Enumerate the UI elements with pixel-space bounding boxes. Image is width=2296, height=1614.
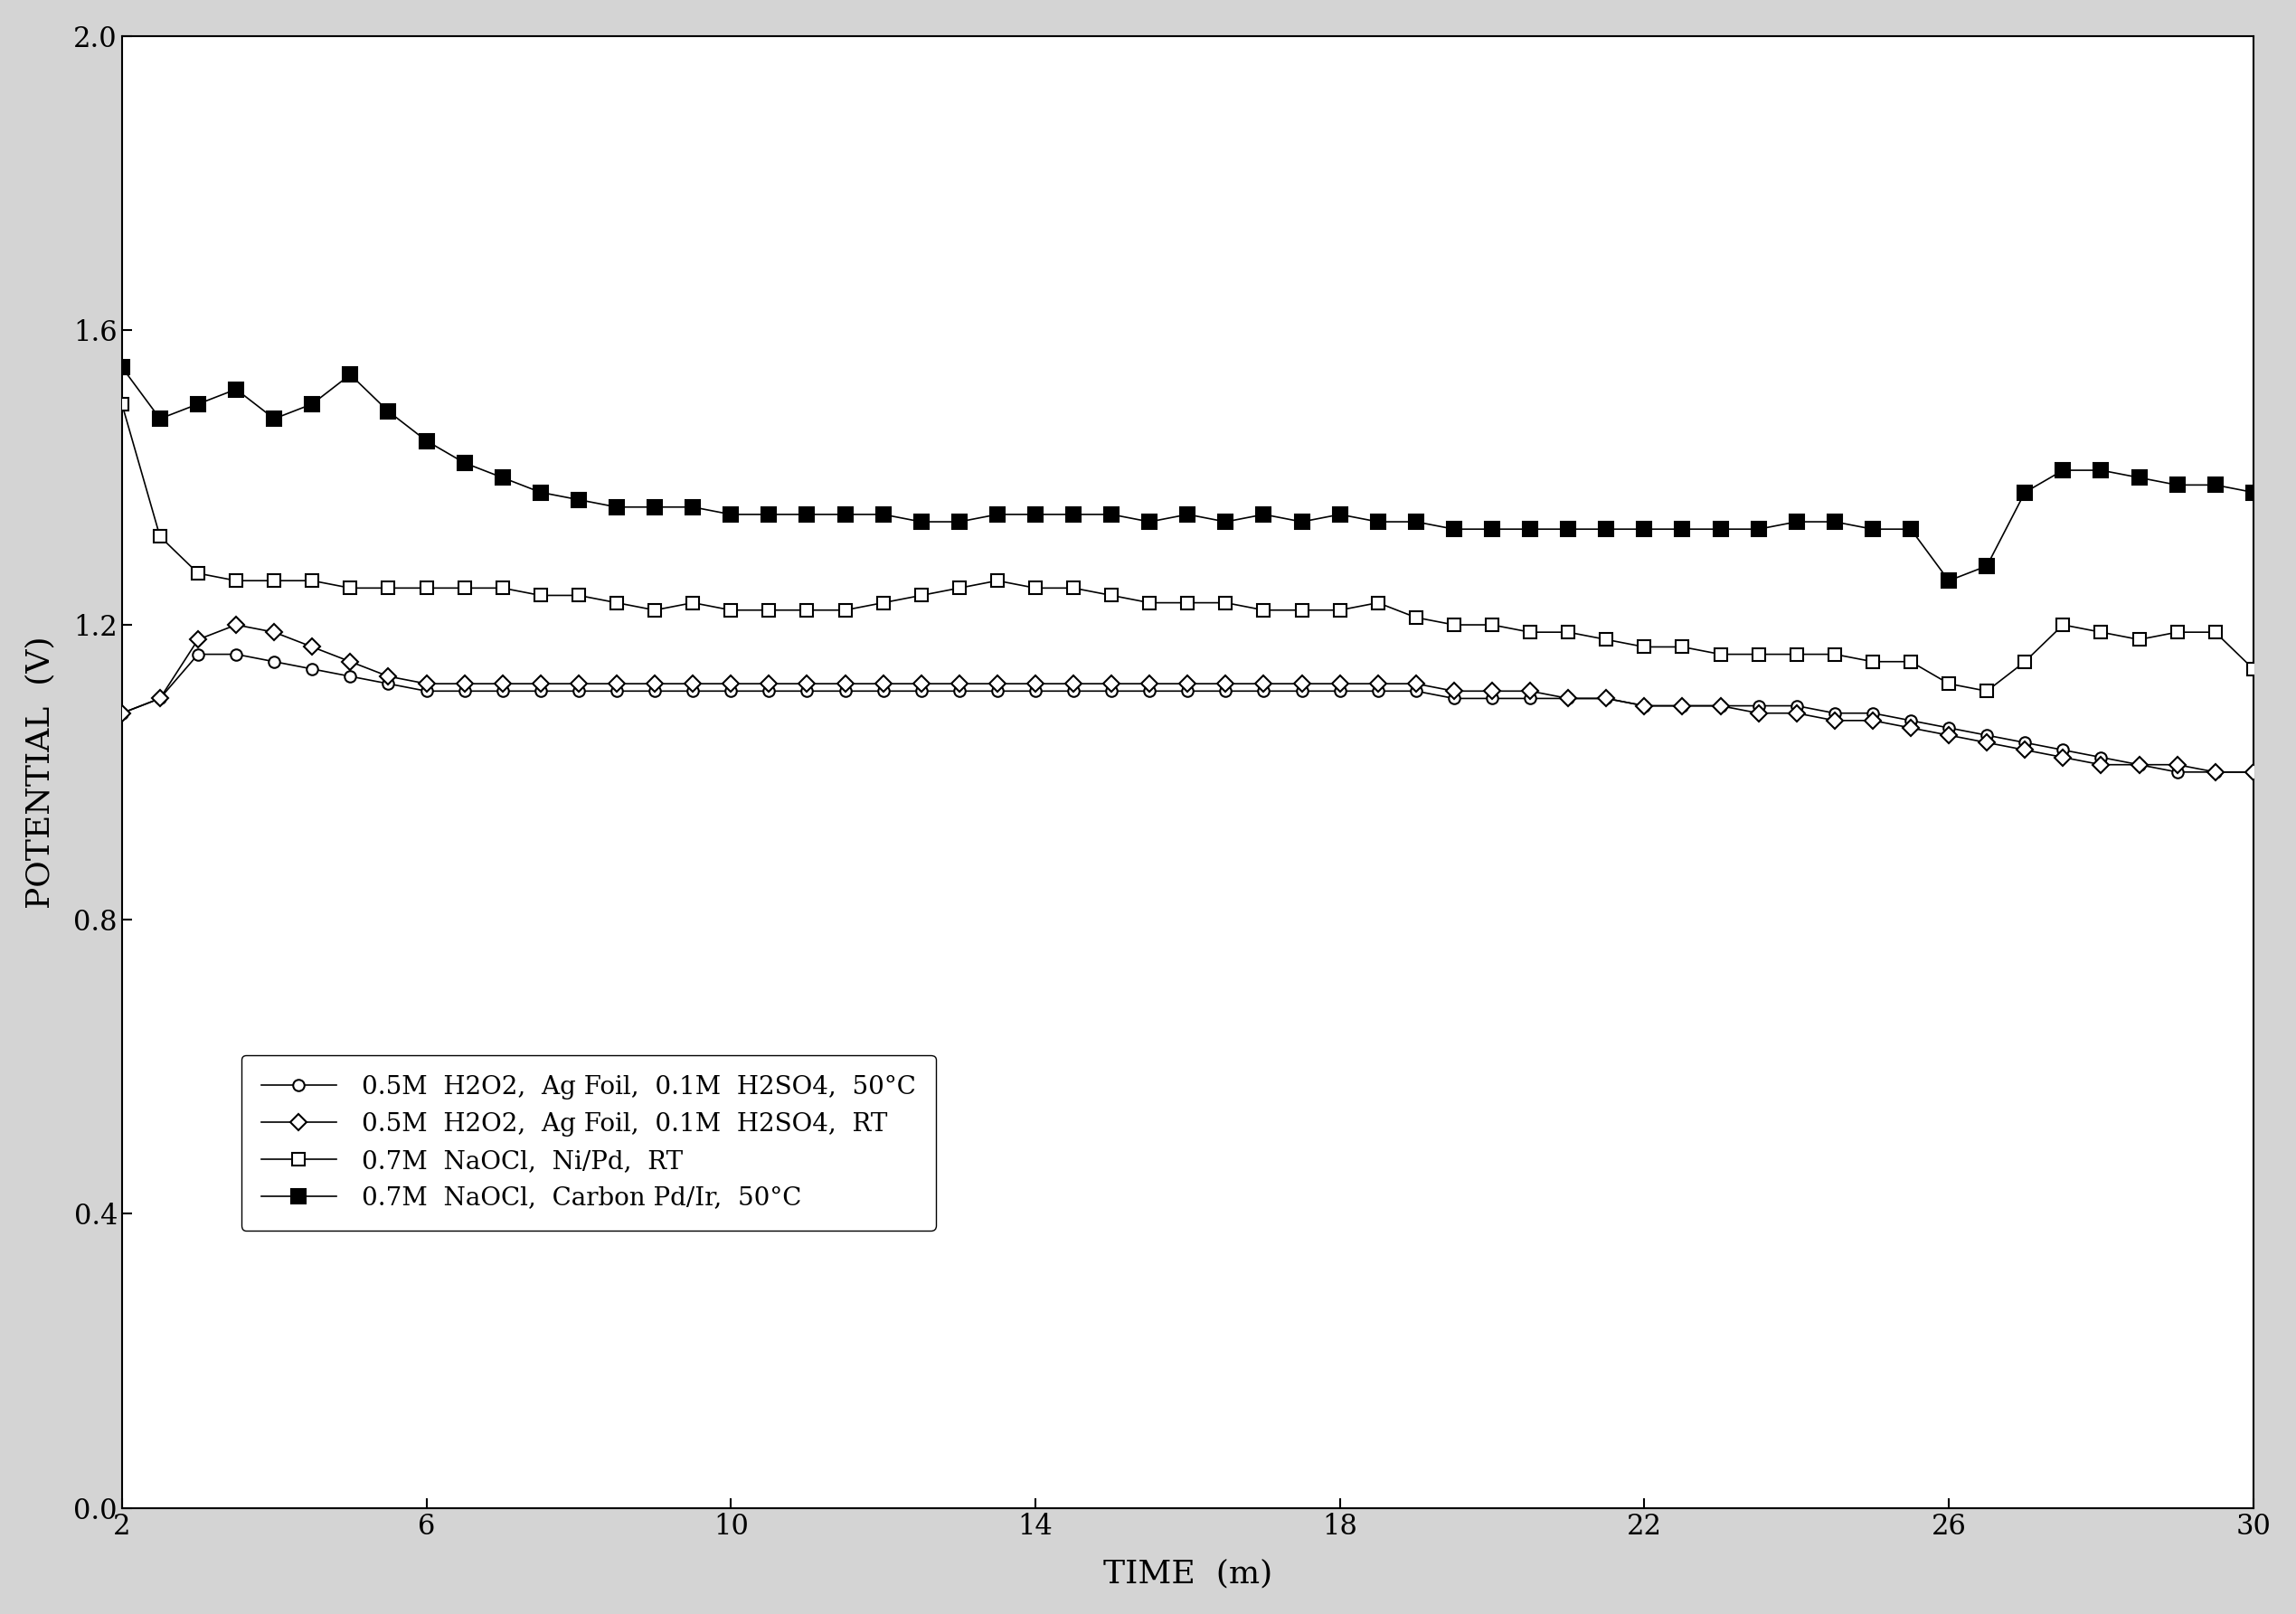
- X-axis label: TIME  (m): TIME (m): [1102, 1558, 1272, 1588]
- Line: 0.5M  H2O2,  Ag Foil,  0.1M  H2SO4,  RT: 0.5M H2O2, Ag Foil, 0.1M H2SO4, RT: [117, 620, 2259, 778]
- 0.7M  NaOCl,  Carbon Pd/Ir,  50°C: [2239, 483, 2266, 502]
- Y-axis label: POTENTIAL  (V): POTENTIAL (V): [25, 636, 55, 909]
- 0.5M  H2O2,  Ag Foil,  0.1M  H2SO4,  50°C: [259, 652, 287, 671]
- 0.7M  NaOCl,  Ni/Pd,  RT: [1554, 623, 1582, 642]
- 0.7M  NaOCl,  Carbon Pd/Ir,  50°C: [223, 379, 250, 399]
- 0.7M  NaOCl,  Carbon Pd/Ir,  50°C: [1554, 520, 1582, 539]
- 0.5M  H2O2,  Ag Foil,  0.1M  H2SO4,  50°C: [2239, 762, 2266, 781]
- 0.7M  NaOCl,  Ni/Pd,  RT: [223, 571, 250, 591]
- 0.5M  H2O2,  Ag Foil,  0.1M  H2SO4,  RT: [259, 623, 287, 642]
- 0.5M  H2O2,  Ag Foil,  0.1M  H2SO4,  50°C: [716, 681, 744, 700]
- Line: 0.7M  NaOCl,  Carbon Pd/Ir,  50°C: 0.7M NaOCl, Carbon Pd/Ir, 50°C: [115, 360, 2262, 587]
- 0.7M  NaOCl,  Carbon Pd/Ir,  50°C: [184, 394, 211, 413]
- 0.5M  H2O2,  Ag Foil,  0.1M  H2SO4,  RT: [2202, 762, 2229, 781]
- 0.5M  H2O2,  Ag Foil,  0.1M  H2SO4,  RT: [1593, 689, 1621, 709]
- Line: 0.7M  NaOCl,  Ni/Pd,  RT: 0.7M NaOCl, Ni/Pd, RT: [115, 397, 2259, 697]
- 0.7M  NaOCl,  Carbon Pd/Ir,  50°C: [1022, 505, 1049, 525]
- 0.5M  H2O2,  Ag Foil,  0.1M  H2SO4,  50°C: [1593, 689, 1621, 709]
- 0.7M  NaOCl,  Ni/Pd,  RT: [680, 592, 707, 612]
- 0.7M  NaOCl,  Carbon Pd/Ir,  50°C: [108, 358, 135, 378]
- 0.7M  NaOCl,  Ni/Pd,  RT: [1972, 681, 2000, 700]
- 0.5M  H2O2,  Ag Foil,  0.1M  H2SO4,  RT: [1061, 675, 1088, 694]
- 0.7M  NaOCl,  Ni/Pd,  RT: [1593, 629, 1621, 649]
- 0.5M  H2O2,  Ag Foil,  0.1M  H2SO4,  RT: [1630, 696, 1658, 715]
- 0.7M  NaOCl,  Carbon Pd/Ir,  50°C: [1936, 571, 1963, 591]
- 0.7M  NaOCl,  Ni/Pd,  RT: [2239, 659, 2266, 678]
- 0.7M  NaOCl,  Ni/Pd,  RT: [184, 563, 211, 583]
- 0.7M  NaOCl,  Ni/Pd,  RT: [1022, 578, 1049, 597]
- 0.5M  H2O2,  Ag Foil,  0.1M  H2SO4,  50°C: [1061, 681, 1088, 700]
- 0.5M  H2O2,  Ag Foil,  0.1M  H2SO4,  RT: [2239, 762, 2266, 781]
- 0.5M  H2O2,  Ag Foil,  0.1M  H2SO4,  RT: [108, 704, 135, 723]
- 0.5M  H2O2,  Ag Foil,  0.1M  H2SO4,  RT: [184, 629, 211, 649]
- 0.5M  H2O2,  Ag Foil,  0.1M  H2SO4,  50°C: [108, 704, 135, 723]
- 0.5M  H2O2,  Ag Foil,  0.1M  H2SO4,  50°C: [184, 644, 211, 663]
- 0.5M  H2O2,  Ag Foil,  0.1M  H2SO4,  50°C: [1630, 696, 1658, 715]
- Line: 0.5M  H2O2,  Ag Foil,  0.1M  H2SO4,  50°C: 0.5M H2O2, Ag Foil, 0.1M H2SO4, 50°C: [117, 649, 2259, 778]
- 0.7M  NaOCl,  Carbon Pd/Ir,  50°C: [680, 497, 707, 516]
- 0.5M  H2O2,  Ag Foil,  0.1M  H2SO4,  RT: [223, 615, 250, 634]
- 0.5M  H2O2,  Ag Foil,  0.1M  H2SO4,  50°C: [2163, 762, 2190, 781]
- Legend: 0.5M  H2O2,  Ag Foil,  0.1M  H2SO4,  50°C, 0.5M  H2O2,  Ag Foil,  0.1M  H2SO4,  : 0.5M H2O2, Ag Foil, 0.1M H2SO4, 50°C, 0.…: [241, 1056, 937, 1230]
- 0.5M  H2O2,  Ag Foil,  0.1M  H2SO4,  RT: [716, 675, 744, 694]
- 0.5M  H2O2,  Ag Foil,  0.1M  H2SO4,  50°C: [223, 644, 250, 663]
- 0.7M  NaOCl,  Carbon Pd/Ir,  50°C: [1593, 520, 1621, 539]
- 0.7M  NaOCl,  Ni/Pd,  RT: [108, 394, 135, 413]
